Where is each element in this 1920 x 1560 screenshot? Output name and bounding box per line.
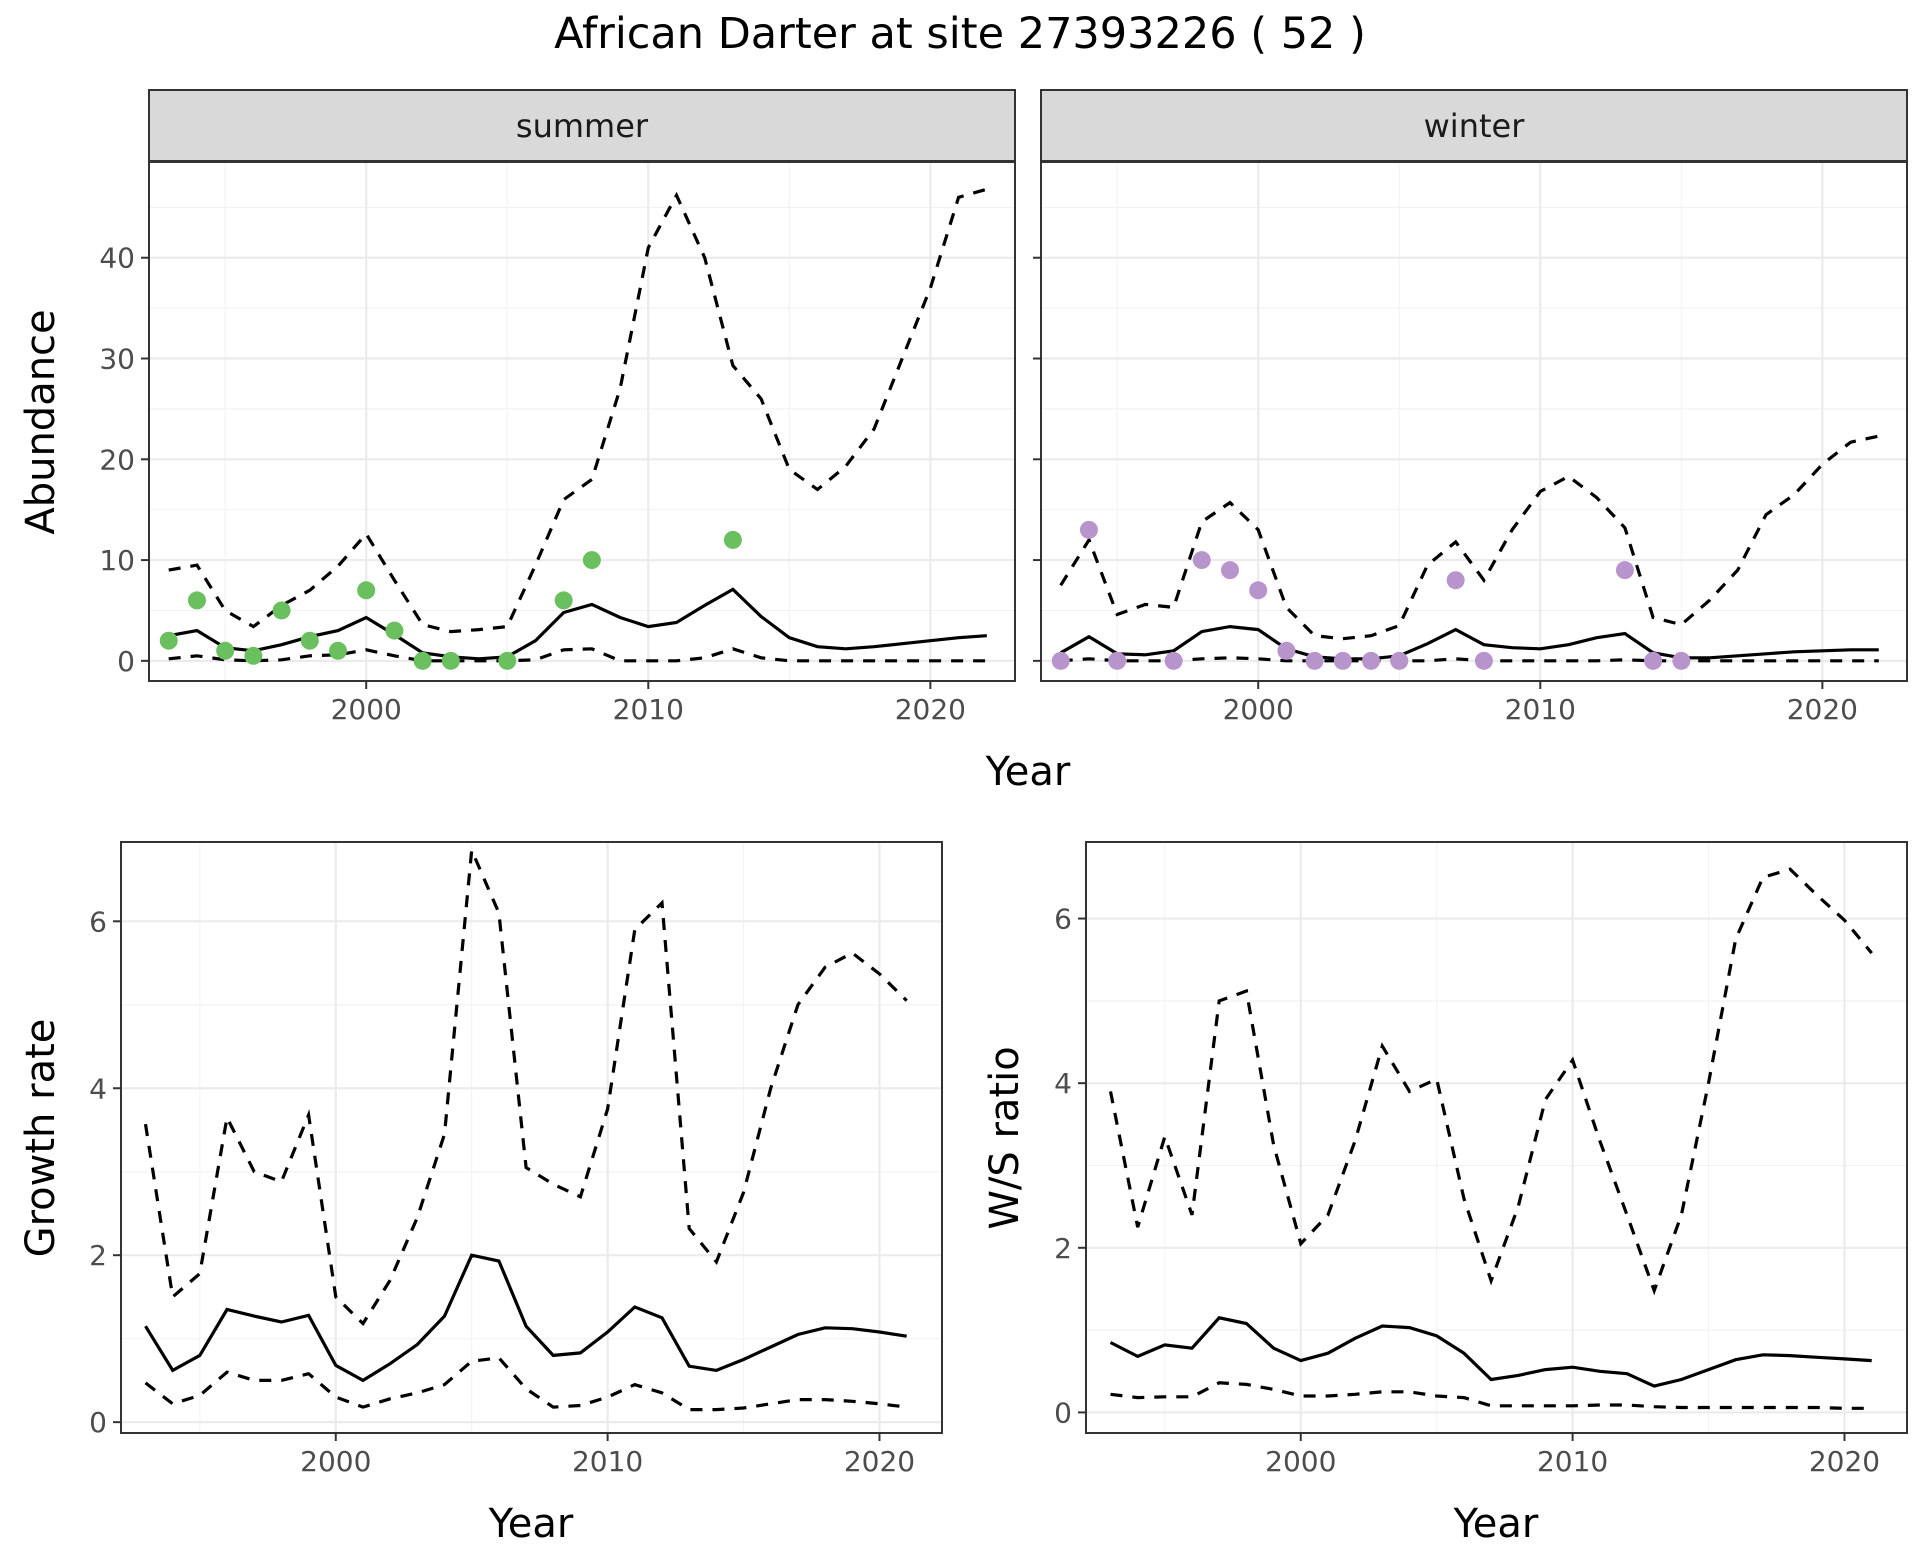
ws-median-line (1109, 1316, 1872, 1388)
ws-ratio-panel: 2000 2010 2020 0 2 4 6 (1054, 841, 1908, 1478)
ws-x-axis-title: Year (1453, 1501, 1539, 1547)
winter-median-line (1059, 624, 1879, 661)
winter-strip (1040, 89, 1908, 162)
winter-observed-point (1192, 551, 1211, 570)
ws-lower-bound-line (1110, 1381, 1872, 1410)
summer-observed-point (300, 631, 319, 650)
x-tick-label: 2010 (1505, 693, 1576, 726)
winter-observed-point (1362, 651, 1381, 670)
growth-lower-bound-line (144, 1356, 907, 1412)
ws-upper-bound-line (1108, 867, 1873, 1296)
top-x-axis-title: Year (985, 749, 1071, 795)
winter-observed-point (1079, 520, 1098, 539)
y-tick-label: 30 (99, 343, 135, 376)
y-tick-label: 40 (99, 242, 135, 275)
winter-observed-point (1333, 651, 1352, 670)
x-tick-label: 2010 (572, 1445, 643, 1478)
summer-lower-bound-line (168, 647, 987, 663)
growth-upper-bound-line (143, 849, 908, 1327)
summer-observed-point (244, 646, 263, 665)
winter-observed-point (1390, 651, 1409, 670)
summer-observed-point (441, 651, 460, 670)
y-tick-label: 0 (89, 1406, 107, 1439)
x-tick-label: 2000 (1265, 1445, 1336, 1478)
winter-observed-point (1615, 561, 1634, 580)
winter-upper-bound-line (1059, 434, 1880, 641)
chart-title: African Darter at site 27393226 ( 52 ) (554, 9, 1366, 59)
x-tick-label: 2000 (331, 693, 402, 726)
x-tick-label: 2020 (895, 693, 966, 726)
summer-strip-label: summer (516, 107, 649, 145)
x-tick-label: 2020 (1787, 693, 1858, 726)
growth-y-axis-title: Growth rate (18, 1019, 64, 1258)
winter-observed-point (1644, 651, 1663, 670)
winter-observed-point (1305, 651, 1324, 670)
y-tick-label: 6 (89, 905, 107, 938)
summer-observed-point (272, 601, 291, 620)
summer-observed-point (187, 591, 206, 610)
y-tick-label: 0 (117, 645, 135, 678)
growth-x-axis-title: Year (488, 1501, 574, 1547)
x-tick-label: 2010 (1537, 1445, 1608, 1478)
summer-strip (148, 89, 1016, 162)
winter-observed-point (1108, 651, 1127, 670)
growth-rate-panel: 2000 2010 2020 0 2 4 6 (89, 841, 943, 1478)
summer-observed-point (554, 591, 573, 610)
winter-panel: winter 2000 2010 2020 (1033, 89, 1908, 726)
winter-observed-point (1249, 581, 1268, 600)
winter-panel-border (1040, 161, 1908, 682)
summer-observed-point (413, 651, 432, 670)
winter-observed-point (1164, 651, 1183, 670)
summer-observed-point (216, 641, 235, 660)
winter-observed-point (1277, 641, 1296, 660)
x-tick-label: 2000 (300, 1445, 371, 1478)
summer-observed-point (328, 641, 347, 660)
y-tick-label: 4 (89, 1072, 107, 1105)
summer-observed-point (723, 530, 742, 549)
y-tick-label: 2 (89, 1239, 107, 1272)
summer-observed-point (582, 551, 601, 570)
y-tick-label: 20 (99, 443, 135, 476)
summer-upper-bound-line (168, 187, 988, 634)
winter-strip-label: winter (1424, 107, 1526, 145)
summer-observed-point (498, 651, 517, 670)
growth-median-line (144, 1253, 907, 1383)
top-y-axis-title: Abundance (18, 309, 64, 534)
ws-y-axis-title: W/S ratio (982, 1046, 1028, 1229)
x-tick-label: 2020 (1809, 1445, 1880, 1478)
ws-panel-border (1085, 841, 1908, 1434)
summer-observed-point (159, 631, 178, 650)
growth-panel-border (120, 841, 943, 1434)
y-tick-label: 2 (1054, 1232, 1072, 1265)
summer-panel-border (148, 161, 1016, 682)
winter-observed-point (1446, 571, 1465, 590)
winter-lower-bound-line (1060, 656, 1879, 663)
summer-observed-point (385, 621, 404, 640)
y-tick-label: 4 (1054, 1067, 1072, 1100)
summer-observed-point (357, 581, 376, 600)
winter-observed-point (1220, 561, 1239, 580)
y-tick-label: 0 (1054, 1396, 1072, 1429)
summer-panel: summer 2000 2010 2020 0 10 20 30 40 (99, 89, 1016, 726)
x-tick-label: 2010 (613, 693, 684, 726)
y-tick-label: 6 (1054, 903, 1072, 936)
y-tick-label: 10 (99, 544, 135, 577)
winter-observed-point (1672, 651, 1691, 670)
x-tick-label: 2020 (844, 1445, 915, 1478)
winter-observed-point (1474, 651, 1493, 670)
x-tick-label: 2000 (1223, 693, 1294, 726)
winter-observed-point (1051, 651, 1070, 670)
